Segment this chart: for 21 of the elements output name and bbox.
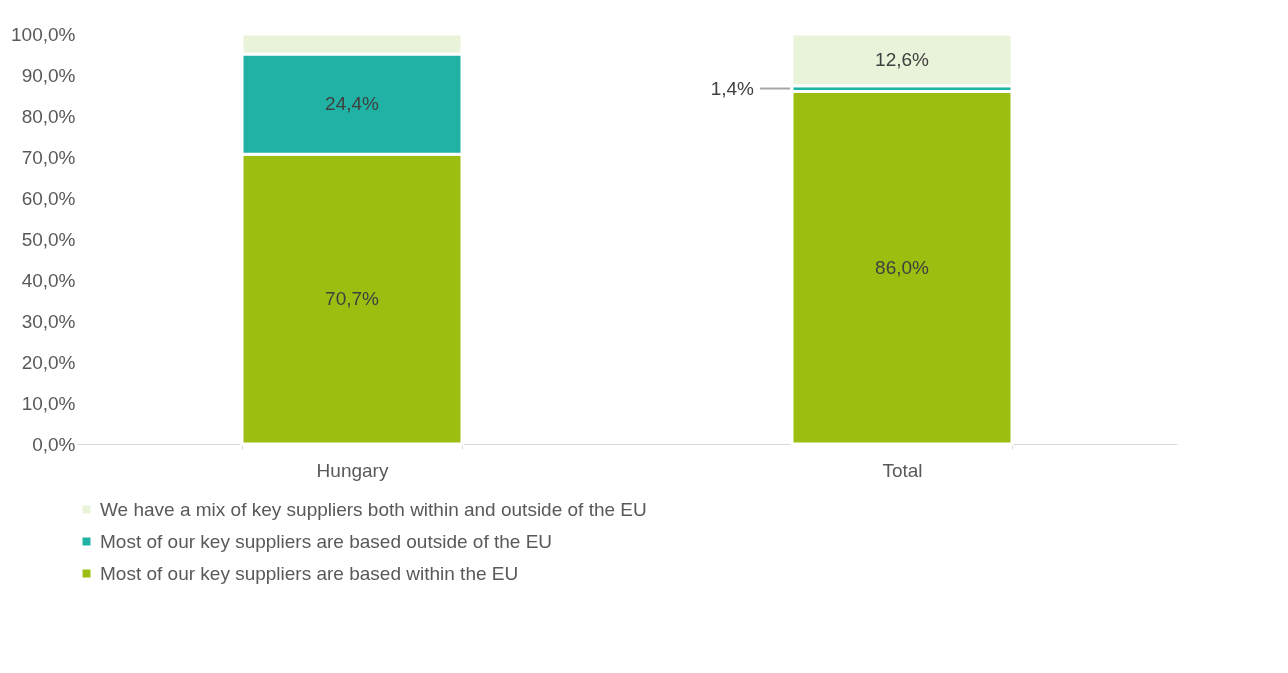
y-tick-label: 0,0% [32,433,76,455]
y-tick-label: 20,0% [21,351,76,373]
y-tick-label: 100,0% [11,23,76,45]
y-tick-label: 60,0% [21,187,76,209]
y-tick-label: 10,0% [21,392,76,414]
data-label: 12,6% [875,48,930,70]
y-tick-label: 40,0% [21,269,76,291]
data-label: 70,7% [325,288,380,310]
x-tick-label: Total [882,459,923,481]
y-tick-label: 50,0% [21,228,76,250]
data-label: 24,4% [325,93,380,115]
y-tick-label: 80,0% [21,105,76,127]
legend-label: We have a mix of key suppliers both within and outside of the EU [100,498,647,520]
legend-label: Most of our key suppliers are based within the EU [100,562,519,584]
y-tick-label: 30,0% [21,310,76,332]
data-label: 86,0% [875,256,930,278]
y-tick-label: 90,0% [21,64,76,86]
legend-label: Most of our key suppliers are based outside of the EU [100,530,553,552]
data-label: 1,4% [710,77,755,99]
y-tick-label: 70,0% [21,146,76,168]
x-tick-label: Hungary [316,459,389,481]
